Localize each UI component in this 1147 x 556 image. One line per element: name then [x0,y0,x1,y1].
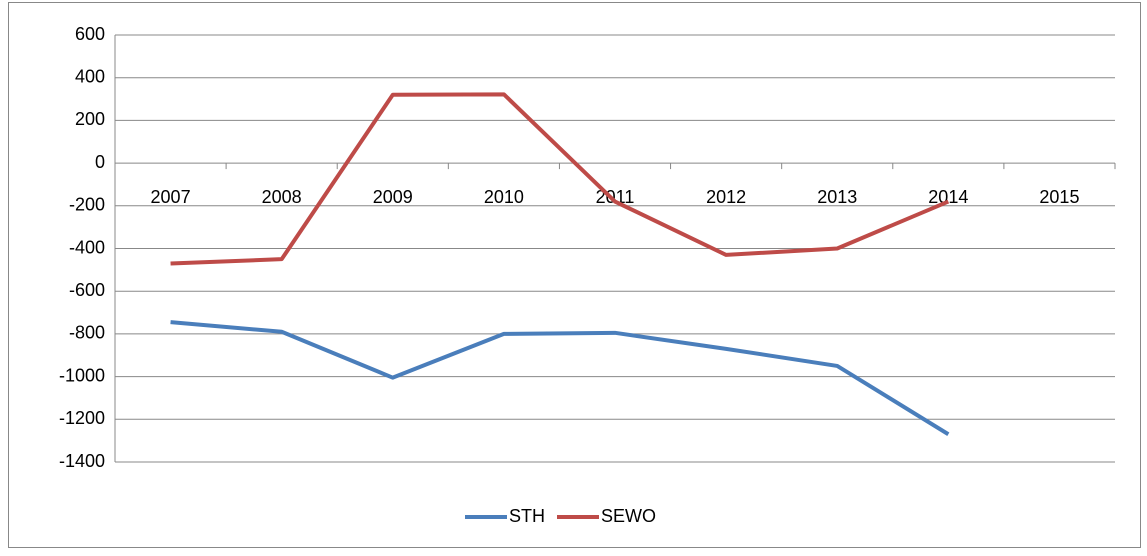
x-tick-label: 2015 [1039,187,1079,207]
x-tick-label: 2012 [706,187,746,207]
x-tick-label: 2013 [817,187,857,207]
legend-label: STH [509,506,545,526]
y-tick-label: 0 [95,152,105,172]
y-tick-label: 600 [75,24,105,44]
x-tick-label: 2008 [262,187,302,207]
x-tick-label: 2010 [484,187,524,207]
y-tick-label: 200 [75,109,105,129]
series-line [170,92,950,266]
x-tick-label: 2007 [151,187,191,207]
x-tick-label: 2014 [928,187,968,207]
y-tick-label: -1200 [59,408,105,428]
y-tick-label: -800 [69,323,105,343]
series-line [170,320,950,436]
y-tick-label: 400 [75,66,105,86]
y-tick-label: -1400 [59,451,105,471]
y-tick-label: -1000 [59,365,105,385]
legend-label: SEWO [601,506,656,526]
y-tick-label: -600 [69,280,105,300]
chart-border [8,2,1141,548]
y-tick-label: -200 [69,195,105,215]
x-tick-label: 2009 [373,187,413,207]
y-tick-label: -400 [69,237,105,257]
